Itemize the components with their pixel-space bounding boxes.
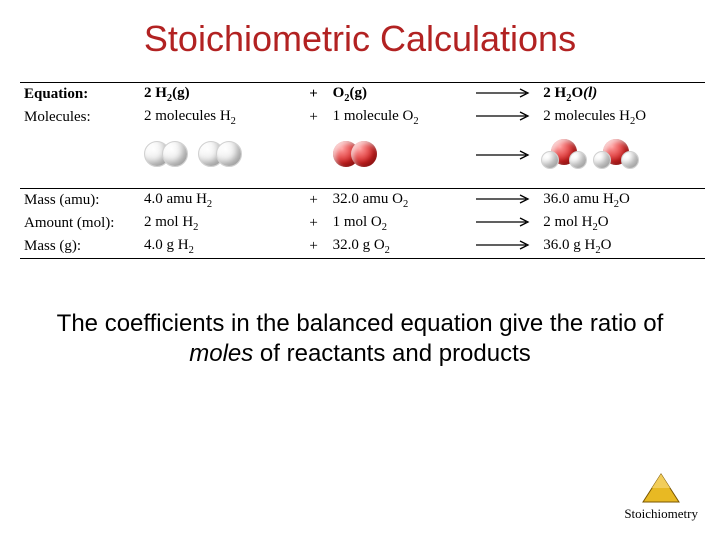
mol-p1: 2 molecules H2O bbox=[539, 106, 705, 129]
mol2-plus: + bbox=[299, 212, 329, 235]
h2-molecule-icon bbox=[144, 141, 188, 167]
eq-r2: O2(g) bbox=[329, 83, 470, 107]
arrow-icon bbox=[474, 240, 534, 250]
mass-g-row: Mass (g): 4.0 g H2 + 32.0 g O2 36.0 g H2… bbox=[20, 235, 705, 259]
h2o-molecule-icon bbox=[595, 139, 637, 169]
row-label-molecules: Molecules: bbox=[20, 106, 140, 129]
g-r1: 4.0 g H2 bbox=[140, 235, 299, 259]
arrow-icon bbox=[474, 88, 534, 98]
molecules-label-row: Molecules: 2 molecules H2 + 1 molecule O… bbox=[20, 106, 705, 129]
h2-molecules bbox=[140, 129, 299, 189]
amount-mol-row: Amount (mol): 2 mol H2 + 1 mol O2 2 mol … bbox=[20, 212, 705, 235]
amu-p1: 36.0 amu H2O bbox=[539, 189, 705, 213]
arrow-icon bbox=[474, 217, 534, 227]
page-title: Stoichiometric Calculations bbox=[0, 0, 720, 82]
eq-r1: 2 H2(g) bbox=[140, 83, 299, 107]
stoichiometry-table-wrap: Equation: 2 H2(g) + O2(g) 2 H2O(l) Molec… bbox=[0, 82, 720, 259]
h2o-molecules bbox=[539, 129, 705, 189]
eq-arrow bbox=[469, 83, 539, 107]
mol2-r1: 2 mol H2 bbox=[140, 212, 299, 235]
amu-plus: + bbox=[299, 189, 329, 213]
eq-plus-1: + bbox=[299, 83, 329, 107]
triangle-icon bbox=[641, 472, 681, 504]
o2-molecule-icon bbox=[333, 141, 377, 167]
g-p1: 36.0 g H2O bbox=[539, 235, 705, 259]
mol-r1: 2 molecules H2 bbox=[140, 106, 299, 129]
arrow-icon bbox=[474, 194, 534, 204]
row-label-mass-amu: Mass (amu): bbox=[20, 189, 140, 213]
mol-plus: + bbox=[299, 106, 329, 129]
amu-r1: 4.0 amu H2 bbox=[140, 189, 299, 213]
mol2-r2: 1 mol O2 bbox=[329, 212, 470, 235]
arrow-icon bbox=[474, 150, 534, 160]
row-label-amount: Amount (mol): bbox=[20, 212, 140, 235]
mol-r2: 1 molecule O2 bbox=[329, 106, 470, 129]
stoichiometry-table: Equation: 2 H2(g) + O2(g) 2 H2O(l) Molec… bbox=[20, 82, 705, 259]
footer-label: Stoichiometry bbox=[624, 506, 698, 522]
row-label-mass-g: Mass (g): bbox=[20, 235, 140, 259]
g-plus: + bbox=[299, 235, 329, 259]
caption-text: The coefficients in the balanced equatio… bbox=[0, 259, 720, 369]
o2-molecule bbox=[329, 129, 470, 189]
mass-amu-row: Mass (amu): 4.0 amu H2 + 32.0 amu O2 36.… bbox=[20, 189, 705, 213]
diagram-arrow bbox=[469, 129, 539, 189]
mol2-p1: 2 mol H2O bbox=[539, 212, 705, 235]
h2-molecule-icon bbox=[198, 141, 242, 167]
row-label-equation: Equation: bbox=[20, 83, 140, 107]
equation-row: Equation: 2 H2(g) + O2(g) 2 H2O(l) bbox=[20, 83, 705, 107]
amu-r2: 32.0 amu O2 bbox=[329, 189, 470, 213]
molecule-diagram-row bbox=[20, 129, 705, 189]
arrow-icon bbox=[474, 111, 534, 121]
footer-badge: Stoichiometry bbox=[624, 472, 698, 522]
mol-arrow bbox=[469, 106, 539, 129]
g-r2: 32.0 g O2 bbox=[329, 235, 470, 259]
eq-p1: 2 H2O(l) bbox=[539, 83, 705, 107]
h2o-molecule-icon bbox=[543, 139, 585, 169]
